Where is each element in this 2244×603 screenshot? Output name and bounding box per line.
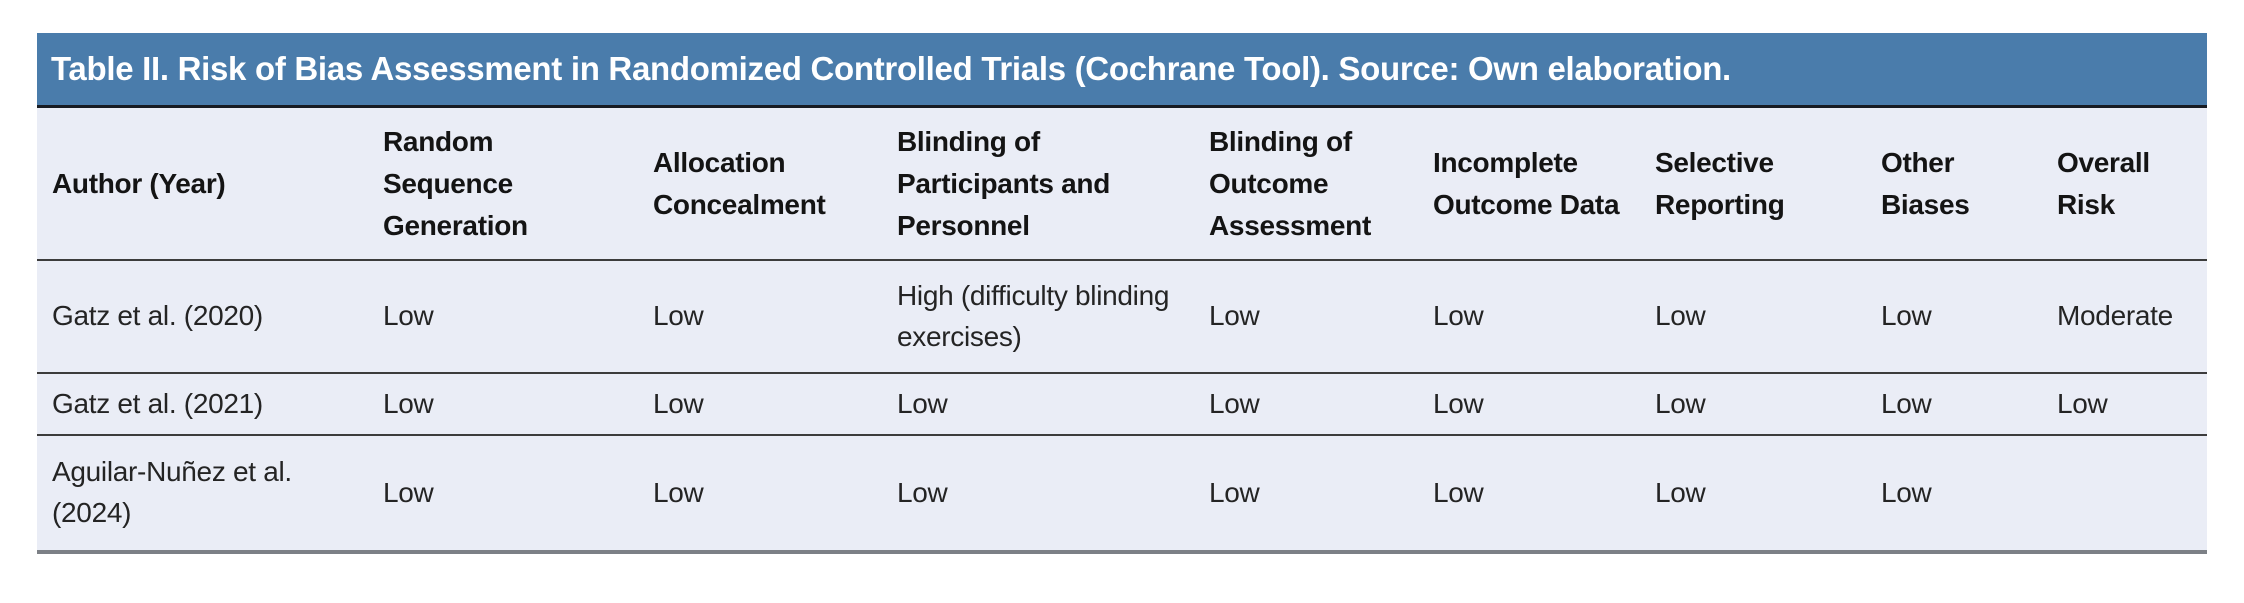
author-cell: Gatz et al. (2020) — [37, 260, 368, 374]
table-cell: High (difficulty blinding exercises) — [882, 260, 1194, 374]
author-cell: Gatz et al. (2021) — [37, 373, 368, 436]
table-cell: Low — [1194, 435, 1418, 554]
table-title-bar: Table II. Risk of Bias Assessment in Ran… — [37, 33, 2207, 108]
table-cell: Low — [1640, 435, 1866, 554]
table-cell: Low — [1418, 435, 1640, 554]
table-cell: Low — [1866, 435, 2042, 554]
author-cell: Aguilar-Nuñez et al. (2024) — [37, 435, 368, 554]
data-table: Author (Year) Random Sequence Generation… — [37, 108, 2207, 554]
table-cell: Low — [638, 260, 882, 374]
table-body: Gatz et al. (2020) Low Low High (difficu… — [37, 260, 2207, 554]
table-cell: Low — [368, 435, 638, 554]
table-row-gatz-2021: Gatz et al. (2021) Low Low Low Low Low L… — [37, 373, 2207, 436]
column-header-random-sequence-generation: Random Sequence Generation — [368, 108, 638, 261]
column-header-allocation-concealment: Allocation Concealment — [638, 108, 882, 261]
table-cell: Low — [1640, 373, 1866, 436]
table-cell: Low — [2042, 373, 2207, 436]
table-cell: Moderate — [2042, 260, 2207, 374]
table-cell: Low — [638, 435, 882, 554]
table-cell: Low — [638, 373, 882, 436]
table-cell: Low — [1866, 260, 2042, 374]
column-header-blinding-participants-personnel: Blinding of Participants and Personnel — [882, 108, 1194, 261]
column-header-other-biases: Other Biases — [1866, 108, 2042, 261]
table-cell: Low — [1194, 373, 1418, 436]
column-header-blinding-outcome-assessment: Blinding of Outcome Assessment — [1194, 108, 1418, 261]
column-header-selective-reporting: Selective Reporting — [1640, 108, 1866, 261]
risk-of-bias-table: Table II. Risk of Bias Assessment in Ran… — [37, 33, 2207, 554]
header-row: Author (Year) Random Sequence Generation… — [37, 108, 2207, 261]
table-cell — [2042, 435, 2207, 554]
table-cell: Low — [1418, 260, 1640, 374]
column-header-author: Author (Year) — [37, 108, 368, 261]
table-cell: Low — [1640, 260, 1866, 374]
column-header-incomplete-outcome-data: Incomplete Outcome Data — [1418, 108, 1640, 261]
table-cell: Low — [882, 435, 1194, 554]
table-cell: Low — [368, 373, 638, 436]
table-title: Table II. Risk of Bias Assessment in Ran… — [51, 50, 1731, 87]
table-cell: Low — [882, 373, 1194, 436]
table-cell: Low — [1418, 373, 1640, 436]
column-header-overall-risk: Overall Risk — [2042, 108, 2207, 261]
table-header: Author (Year) Random Sequence Generation… — [37, 108, 2207, 261]
table-row-aguilar-nunez-2024: Aguilar-Nuñez et al. (2024) Low Low Low … — [37, 435, 2207, 554]
table-cell: Low — [368, 260, 638, 374]
table-cell: Low — [1866, 373, 2042, 436]
table-cell: Low — [1194, 260, 1418, 374]
table-row-gatz-2020: Gatz et al. (2020) Low Low High (difficu… — [37, 260, 2207, 374]
